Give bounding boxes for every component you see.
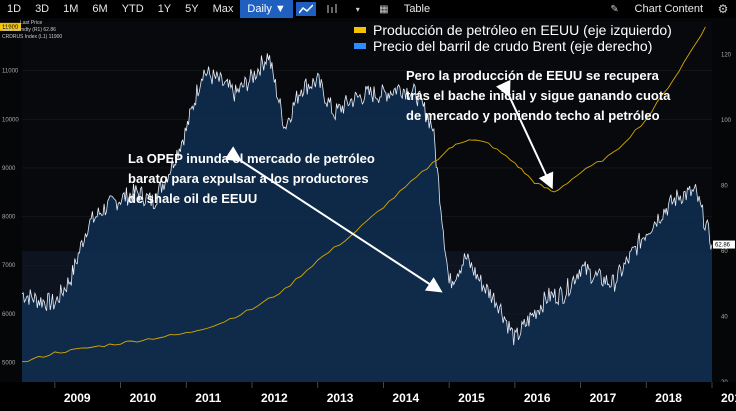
x-axis-band [0, 382, 736, 406]
period-3d[interactable]: 3D [35, 3, 50, 15]
left-axis-tick-label-0: 5000 [2, 361, 16, 367]
table-icon[interactable]: ▦ [379, 3, 389, 15]
x-axis-label-2013: 2013 [327, 391, 354, 405]
period-5y[interactable]: 5Y [185, 3, 199, 15]
mini-legend: Last Price CO1 Comdty (R1) 62.86 CRDRUS … [2, 20, 62, 41]
line-chart-icon[interactable] [295, 2, 316, 16]
bar-chart-icon[interactable] [322, 2, 342, 16]
x-axis-label-2015: 2015 [458, 391, 485, 405]
annotation-eeuu: Pero la producción de EEUU se recupera t… [406, 66, 670, 126]
legend: Producción de petróleo en EEUU (eje izqu… [354, 22, 672, 54]
x-axis-label-2018: 2018 [655, 391, 682, 405]
annotation-eeuu-line2: tras el bache inicial y sigue ganando cu… [406, 88, 671, 103]
right-axis-tick-label-2: 60 [721, 249, 728, 255]
annotation-eeuu-line1: Pero la producción de EEUU se recupera [406, 68, 659, 83]
x-axis-label-2016: 2016 [524, 391, 551, 405]
mini-legend-line2: CRDRUS Index (L1) 11900 [2, 34, 63, 40]
left-axis-tick-label-6: 11000 [2, 69, 19, 75]
right-axis-last-value-box [713, 240, 735, 249]
x-axis-label-2014: 2014 [392, 391, 419, 405]
legend-label-production: Producción de petróleo en EEUU (eje izqu… [373, 22, 672, 38]
period-1y[interactable]: 1Y [157, 3, 172, 15]
period-6m[interactable]: 6M [92, 3, 108, 15]
arrow-opep [224, 146, 443, 293]
x-axis-label-2011: 2011 [195, 391, 221, 405]
brent-line [21, 53, 713, 346]
left-axis-last-value-label: 11900 [2, 25, 19, 31]
legend-swatch-blue [354, 43, 366, 49]
toolbar: 1D 3D 1M 6M YTD 1Y 5Y Max Daily ▼ ▾ ▦ Ta… [0, 0, 736, 18]
mini-legend-line1: CO1 Comdty (R1) 62.86 [2, 27, 56, 33]
chart-area: 5000600070008000900010000110001190020406… [0, 18, 736, 406]
period-ytd[interactable]: YTD [121, 3, 144, 15]
x-axis-label-2012: 2012 [261, 391, 288, 405]
left-axis-tick-label-5: 10000 [2, 117, 19, 123]
period-max[interactable]: Max [212, 3, 234, 15]
right-axis-tick-label-1: 40 [721, 315, 728, 321]
right-axis-tick-label-4: 100 [721, 118, 732, 124]
legend-item-brent: Precio del barril de crudo Brent (eje de… [354, 38, 672, 54]
left-axis-tick-label-2: 7000 [2, 263, 16, 269]
legend-item-production: Producción de petróleo en EEUU (eje izqu… [354, 22, 672, 38]
annotation-opep-line3: de shale oil de EEUU [128, 191, 258, 206]
x-axis-label-2017: 2017 [590, 391, 617, 405]
gear-icon[interactable]: ⚙ [717, 2, 729, 16]
annotation-eeuu-line3: de mercado y poniendo techo al petróleo [406, 108, 660, 123]
annotation-opep-line2: barato para expulsar a los productores [128, 171, 369, 186]
chart-svg: 5000600070008000900010000110001190020406… [0, 22, 736, 406]
left-axis-tick-label-3: 8000 [2, 215, 16, 221]
x-axis-label-2009: 2009 [64, 391, 91, 405]
table-button[interactable]: Table [403, 3, 431, 15]
mini-legend-title: Last Price [20, 20, 43, 26]
chart-content-button[interactable]: Chart Content [634, 3, 703, 15]
left-axis-last-value-box [0, 22, 21, 31]
edit-icon[interactable]: ✎ [610, 3, 619, 15]
arrow-eeuu [495, 79, 554, 190]
legend-swatch-yellow [354, 27, 366, 33]
x-axis-label-2010: 2010 [130, 391, 157, 405]
frequency-dropdown[interactable]: Daily ▼ [240, 0, 293, 18]
right-axis-tick-label-3: 80 [721, 184, 728, 190]
annotation-opep: La OPEP inunda el mercado de petróleo ba… [128, 149, 375, 209]
annotation-opep-line1: La OPEP inunda el mercado de petróleo [128, 151, 375, 166]
chevron-down-icon[interactable]: ▾ [355, 4, 360, 14]
period-1m[interactable]: 1M [63, 3, 79, 15]
legend-label-brent: Precio del barril de crudo Brent (eje de… [373, 38, 653, 54]
left-axis-tick-label-1: 6000 [2, 312, 16, 318]
period-1d[interactable]: 1D [7, 3, 22, 15]
right-axis-last-value-label: 62.86 [715, 243, 731, 249]
left-axis-tick-label-4: 9000 [2, 166, 16, 172]
x-axis-label-2019: 2019 [721, 391, 736, 405]
right-axis-tick-label-5: 120 [721, 53, 732, 59]
